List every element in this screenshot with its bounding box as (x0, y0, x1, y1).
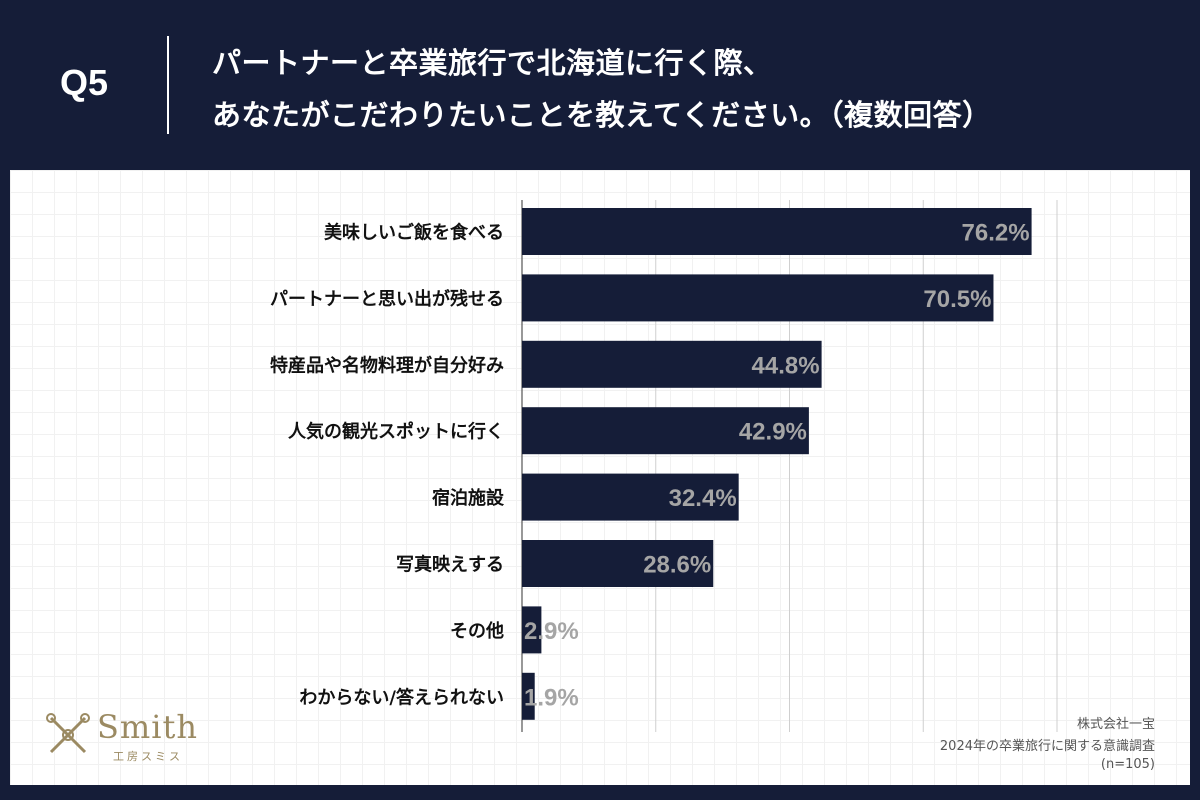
question-number: Q5 (60, 62, 109, 103)
data-label: 70.5% (923, 286, 991, 313)
data-label: 32.4% (669, 485, 737, 512)
header: Q5 パートナーと卒業旅行で北海道に行く際、 あなたがこだわりたいことを教えてく… (0, 0, 1200, 170)
category-label: わからない/答えられない (299, 686, 504, 708)
data-label: 42.9% (739, 419, 807, 446)
logo-wordmark: Smith (97, 708, 198, 746)
category-label: 特産品や名物料理が自分好み (270, 354, 504, 376)
category-label: 写真映えする (396, 554, 504, 576)
question-title-line-1: パートナーと卒業旅行で北海道に行く際、 (212, 46, 773, 80)
bar-chart: 美味しいご飯を食べる 76.2% パートナーと思い出が残せる 70.5% 特産品や名物料… (270, 200, 1058, 732)
bar (522, 473, 739, 521)
bar (522, 606, 542, 654)
logo-subtitle: 工房スミス (113, 750, 183, 763)
data-label: 76.2% (962, 220, 1030, 247)
data-label: 28.6% (643, 552, 711, 579)
source-sample-size: (n=105) (1100, 757, 1155, 772)
data-label: 1.9% (524, 684, 579, 711)
header-divider (167, 36, 169, 134)
bar (522, 208, 1032, 255)
smith-logo: Smith 工房スミス (45, 708, 225, 768)
source-company: 株式会社一宝 (1076, 717, 1155, 732)
bar (522, 540, 714, 587)
category-label: 美味しいご飯を食べる (324, 222, 504, 244)
crossed-tools-icon (46, 713, 90, 754)
category-label: 宿泊施設 (432, 487, 505, 509)
bar (522, 407, 809, 455)
category-label: その他 (450, 620, 504, 642)
data-label: 44.8% (752, 352, 820, 379)
category-label: パートナーと思い出が残せる (270, 288, 504, 310)
question-title-line-2: あなたがこだわりたいことを教えてください。（複数回答） (212, 98, 992, 132)
data-label: 2.9% (524, 618, 579, 645)
bar (522, 340, 822, 388)
category-label: 人気の観光スポットに行く (288, 421, 504, 443)
bar (522, 274, 994, 322)
bar (522, 672, 535, 720)
source-survey: 2024年の卒業旅行に関する意識調査 (939, 739, 1155, 754)
chart-panel: 美味しいご飯を食べる 76.2% パートナーと思い出が残せる 70.5% 特産品や名物料… (10, 170, 1190, 785)
